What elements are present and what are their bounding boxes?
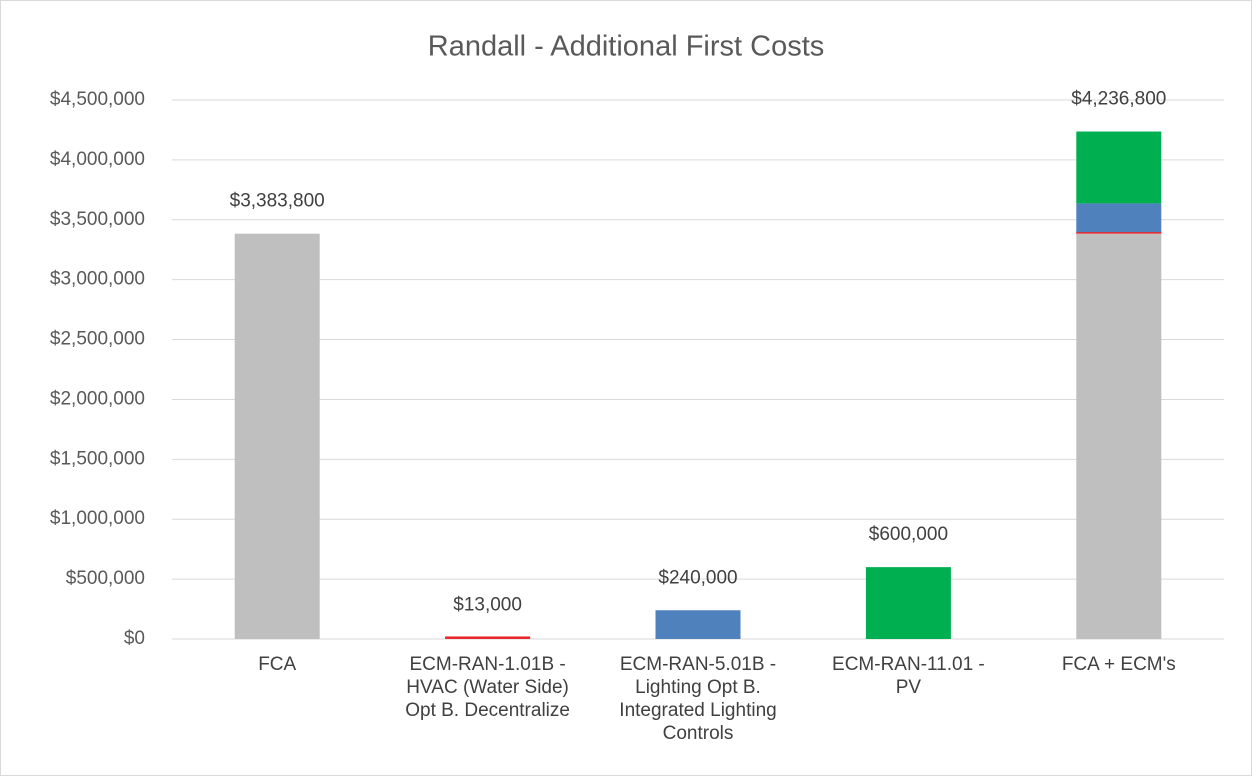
x-tick-label-line: FCA [258,654,296,675]
y-tick-label: $3,500,000 [50,209,145,230]
data-label: $3,383,800 [230,191,325,212]
x-tick-label: ECM-RAN-5.01B -Lighting Opt B. Integrated… [619,654,776,744]
x-tick-label-line: ECM-RAN-5.01B - [620,654,776,675]
y-tick-label: $1,000,000 [50,508,145,529]
y-tick-label: $1,500,000 [50,448,145,469]
x-tick-label-line: Integrated Lighting [619,700,776,721]
x-tick-label-line: Opt B. Decentralize [405,700,570,721]
y-tick-label: $4,500,000 [50,89,145,110]
x-tick-label-line: PV [896,677,922,698]
x-tick-label-line: HVAC (Water Side) [406,677,569,698]
x-tick-label: ECM-RAN-1.01B -HVAC (Water Side) Opt B. D… [405,654,570,721]
bar-segment [865,567,951,639]
y-tick-label: $2,000,000 [50,388,145,409]
bar-segment-edge [445,636,531,639]
x-tick-label-line: ECM-RAN-11.01 - [832,654,985,675]
y-tick-label: $2,500,000 [50,329,145,350]
y-tick-label: $500,000 [66,568,145,589]
x-tick-label: ECM-RAN-11.01 -PV [832,654,985,698]
x-tick-label-line: FCA + ECM's [1062,654,1176,675]
data-label: $600,000 [869,524,948,545]
bar-segment [1076,233,1162,639]
x-tick-label-line: Controls [663,723,734,744]
y-tick-label: $0 [124,628,145,649]
bar-segment [1076,131,1162,204]
chart-title: Randall - Additional First Costs [428,31,825,63]
y-tick-label: $3,000,000 [50,269,145,290]
y-tick-label: $4,000,000 [50,149,145,170]
bar-segment [1076,203,1162,233]
x-tick-label: FCA + ECM's [1062,654,1176,675]
data-label: $4,236,800 [1071,89,1166,110]
bar-segment [234,233,320,639]
data-label: $240,000 [658,567,737,588]
x-tick-label: FCA [258,654,296,675]
x-tick-label-line: Lighting Opt B. [635,677,761,698]
x-tick-label-line: ECM-RAN-1.01B - [409,654,565,675]
bar-segment [655,610,741,639]
data-label: $13,000 [453,594,522,615]
